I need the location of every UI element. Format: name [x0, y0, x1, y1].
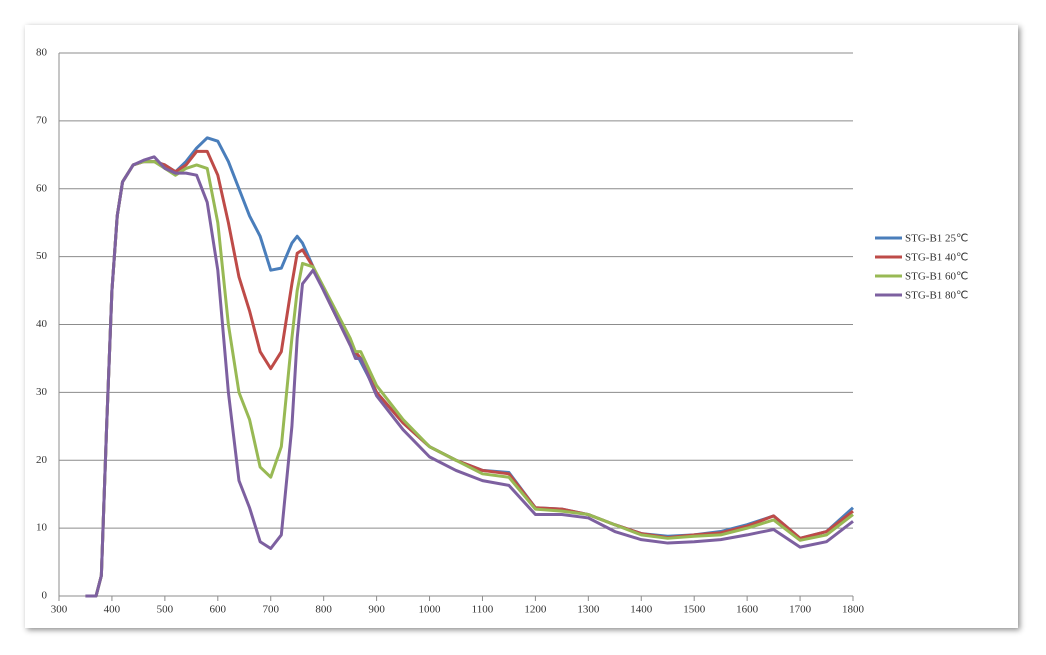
x-tick-label: 1400 [630, 604, 653, 616]
legend-label: STG-B1 80℃ [905, 290, 968, 302]
x-tick-label: 600 [210, 604, 227, 616]
y-tick-label: 0 [42, 590, 48, 602]
x-tick-label: 800 [315, 604, 332, 616]
legend-label: STG-B1 40℃ [905, 252, 968, 264]
x-tick-label: 1000 [419, 604, 442, 616]
x-tick-label: 400 [104, 604, 121, 616]
x-tick-label: 500 [157, 604, 174, 616]
plot-area: 0 10 20 30 40 50 60 70 80 300 400 500 600 700 800 900 10… [36, 47, 968, 616]
x-tick-label: 1700 [789, 604, 812, 616]
series-line [85, 155, 854, 598]
y-tick-label: 30 [36, 386, 48, 398]
x-tick-label: 1500 [683, 604, 706, 616]
legend-label: STG-B1 60℃ [905, 271, 968, 283]
x-tick-label: 1300 [577, 604, 600, 616]
y-tick-label: 40 [36, 318, 48, 330]
y-tick-label: 80 [36, 47, 48, 59]
x-tick-label: 700 [262, 604, 279, 616]
x-tick-label: 1800 [842, 604, 865, 616]
y-tick-label: 60 [36, 182, 48, 194]
y-tick-label: 70 [36, 114, 48, 126]
y-tick-label: 50 [36, 250, 48, 262]
x-tick-label: 1200 [524, 604, 547, 616]
y-tick-label: 10 [36, 522, 48, 534]
chart-frame [25, 25, 1018, 628]
x-tick-label: 300 [51, 604, 68, 616]
y-tick-label: 20 [36, 454, 48, 466]
x-tick-label: 1100 [472, 604, 494, 616]
legend-label: STG-B1 25℃ [905, 233, 968, 245]
x-tick-label: 1600 [736, 604, 759, 616]
x-tick-label: 900 [368, 604, 385, 616]
